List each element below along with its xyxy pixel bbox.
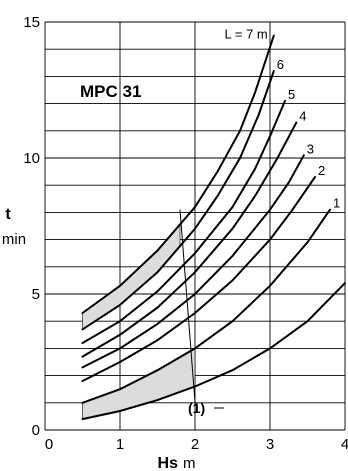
x-axis-label: Hs [158,455,179,471]
series-label-6: 6 [277,57,284,72]
x-tick-label-1: 1 [116,436,124,453]
series-label-2: 2 [318,163,325,178]
y-tick-label-15: 15 [23,14,40,31]
y-tick-label-10: 10 [23,150,40,167]
series-line-5 [81,99,286,344]
series-label-5: 5 [288,87,295,102]
y-tick-label-5: 5 [32,286,40,303]
series-line-6 [81,70,275,331]
y-axis-unit: min [2,231,26,248]
y-axis-label: t [5,206,11,223]
series-line-3 [81,154,305,369]
x-tick-label-4: 4 [341,436,348,453]
series-line-4 [81,121,298,358]
series-label-4: 4 [299,109,306,124]
series-line-0 [81,282,346,421]
series-label-l-7-m: L = 7 m [225,27,268,42]
grid [44,21,346,431]
x-tick-label-0: 0 [45,436,53,453]
annotation-label: (1) [188,400,205,416]
x-axis-unit: m [183,455,196,471]
y-tick-label-0: 0 [32,422,40,439]
series-line-1 [81,208,331,404]
series-label-1: 1 [333,196,340,211]
x-tick-label-3: 3 [266,436,274,453]
series-curves [81,34,346,421]
x-tick-label-2: 2 [191,436,199,453]
chart-title: MPC 31 [80,82,141,101]
series-line-l-7-m [81,34,275,314]
series-labels: 0123456L = 7 m [225,27,341,211]
series-label-3: 3 [307,141,314,156]
series-line-2 [81,176,316,382]
